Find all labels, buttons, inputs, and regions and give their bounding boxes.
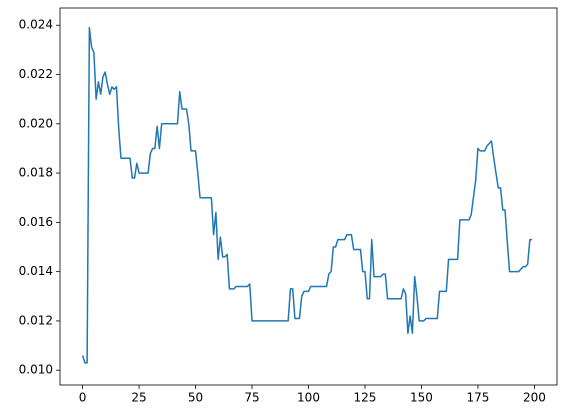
y-tick-label: 0.022 [19, 67, 53, 81]
x-tick-label: 25 [131, 391, 146, 405]
y-tick-label: 0.010 [19, 363, 53, 377]
y-tick-label: 0.014 [19, 264, 53, 278]
x-tick-label: 50 [188, 391, 203, 405]
line-series [81, 26, 533, 364]
y-tick-label: 0.018 [19, 166, 53, 180]
x-tick-label: 150 [410, 391, 433, 405]
x-tick-label: 175 [466, 391, 489, 405]
x-tick-label: 0 [79, 391, 87, 405]
x-tick-label: 200 [523, 391, 546, 405]
x-tick-label: 100 [297, 391, 320, 405]
y-tick-label: 0.016 [19, 215, 53, 229]
x-tick-label: 75 [244, 391, 259, 405]
y-tick-label: 0.024 [19, 18, 53, 32]
y-tick-label: 0.012 [19, 313, 53, 327]
y-tick-label: 0.020 [19, 116, 53, 130]
axes-frame [59, 7, 558, 386]
x-tick-label: 125 [354, 391, 377, 405]
